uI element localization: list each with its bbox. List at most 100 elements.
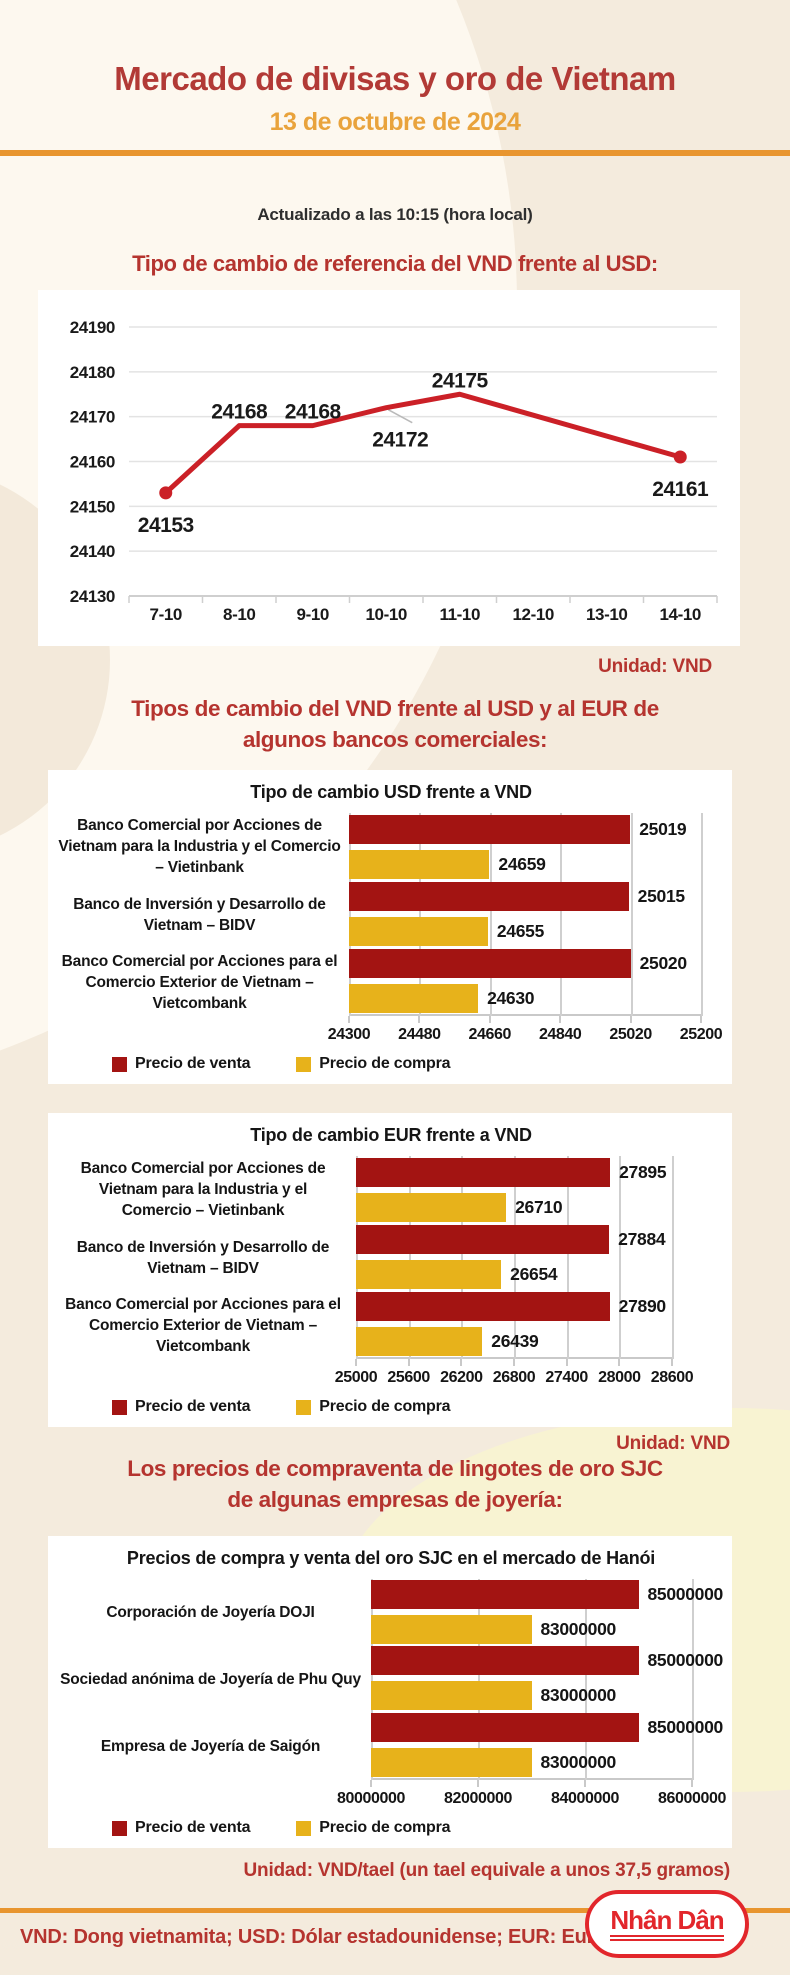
y-axis-tick-label: 24160: [70, 453, 115, 472]
gridline: [478, 1579, 480, 1780]
bar-precio-venta: [349, 814, 631, 844]
bar-value-label: 26439: [491, 1330, 539, 1351]
category-label-line: Comercio – Vietinbank: [121, 1202, 285, 1220]
unit-label-vnd-tael: Unidad: VND/tael (un tael equivale a uno…: [243, 1860, 731, 1881]
section-title-gold: Los precios de compraventa de lingotes d…: [127, 1456, 663, 1512]
gridline: [461, 1156, 464, 1359]
bar-precio-compra: [349, 849, 490, 879]
gridline: [489, 813, 492, 1016]
category-label-line: Vietnam – BIDV: [147, 1259, 259, 1277]
y-axis-tick-label: 24130: [70, 587, 115, 606]
x-axis-tickmark: [513, 1359, 515, 1366]
bar-group: 27890 26439: [356, 1291, 672, 1357]
x-axis-tick-label: 80000000: [337, 1790, 405, 1807]
chart-legend: Precio de venta Precio de compra: [56, 1814, 726, 1842]
legend-item: Precio de compra: [296, 1398, 451, 1416]
bar-precio-venta: [371, 1646, 639, 1676]
bar-precio-venta: [371, 1580, 639, 1610]
legend-swatch-venta: [112, 1820, 127, 1836]
data-point-label: 24168: [285, 401, 342, 424]
legend-swatch-venta: [112, 1056, 127, 1072]
bar-row: 83000000: [371, 1747, 692, 1777]
legend-label: Precio de compra: [319, 1819, 451, 1836]
label-leader-line: [387, 409, 413, 424]
bar-chart-body: Corporación de Joyería DOJI Sociedad anón…: [56, 1579, 726, 1780]
gridline: [585, 1579, 587, 1780]
bar-plot-area: 27895 26710 27884 26654 27890 26439: [356, 1156, 674, 1359]
category-label-line: Banco Comercial por Acciones de: [80, 1160, 326, 1178]
x-axis-tick-label: 25600: [387, 1369, 430, 1386]
bar-group: 85000000 83000000: [371, 1712, 723, 1778]
chart-legend: Precio de venta Precio de compra: [56, 1050, 726, 1078]
bar-chart-body: Banco Comercial por Acciones de Vietnam p…: [56, 1156, 726, 1359]
legend-swatch-compra: [296, 1056, 312, 1072]
category-label-column: Banco Comercial por Acciones de Vietnam p…: [56, 813, 349, 1016]
data-point-marker: [159, 486, 173, 500]
legend-label: Precio de venta: [135, 1398, 251, 1415]
bar-precio-venta: [356, 1291, 610, 1321]
bar-precio-compra: [349, 916, 488, 946]
bar-chart-body: Banco Comercial por Acciones de Vietnam p…: [56, 813, 726, 1016]
x-axis-tick-label: 28600: [650, 1369, 694, 1386]
legend-label: Precio de compra: [319, 1055, 451, 1072]
eur-bar-chart: Tipo de cambio EUR frente a VND Banco Co…: [48, 1113, 732, 1427]
x-axis-tickmark: [671, 1359, 673, 1366]
bar-value-label: 24655: [496, 920, 545, 941]
x-axis-tickmark: [691, 1780, 693, 1787]
x-axis-tickmark: [629, 1016, 632, 1023]
x-axis-tickmark: [355, 1359, 357, 1366]
category-label-line: Vietcombank: [152, 994, 247, 1012]
bar-value-label: 85000000: [647, 1584, 724, 1605]
gold-bar-chart-inner: Precios de compra y venta del oro SJC en…: [48, 1536, 732, 1848]
bar-value-label: 83000000: [540, 1619, 617, 1640]
category-label-line: Comercio Exterior de Vietnam –: [88, 1316, 318, 1334]
page-title: Mercado de divisas y oro de Vietnam: [114, 60, 676, 97]
category-label-line: Sociedad anónima de Joyería de Phu Quy: [60, 1671, 361, 1688]
x-axis-tickmark: [460, 1359, 463, 1366]
x-axis-tick-label: 25200: [679, 1026, 723, 1043]
bar-group: 25020 24630: [349, 948, 701, 1014]
x-axis-tick-label: 84000000: [551, 1790, 619, 1807]
x-axis-tick-label: 28000: [598, 1369, 641, 1386]
bottom-divider-line: [0, 1908, 790, 1913]
category-label-line: Banco Comercial por Acciones de: [77, 817, 322, 835]
gridline: [356, 1156, 358, 1359]
bar-value-label: 24659: [498, 853, 546, 874]
bar-value-label: 83000000: [540, 1751, 617, 1772]
bar-value-label: 27895: [619, 1161, 667, 1182]
legend-swatch-compra: [296, 1399, 312, 1415]
category-label: Sociedad anónima de Joyería de Phu Quy: [56, 1646, 371, 1713]
x-axis-tickmark: [618, 1359, 621, 1366]
y-axis-tick-label: 24150: [70, 497, 115, 516]
bar-row: 83000000: [371, 1615, 692, 1645]
section-title-bank-rates: Tipos de cambio del VND frente al USD y …: [131, 696, 659, 752]
legend-label: Precio de venta: [135, 1055, 251, 1072]
bar-row: 85000000: [371, 1580, 723, 1610]
chart-title-gold: Precios de compra y venta del oro SJC en…: [126, 1548, 656, 1568]
gridline: [419, 813, 422, 1016]
bar-value-label: 24630: [487, 987, 535, 1008]
x-axis-tick-label: 24660: [468, 1026, 512, 1043]
chart-legend: Precio de venta Precio de compra: [56, 1393, 726, 1421]
bar-value-label: 25019: [639, 818, 687, 839]
section-title-reference-rate: Tipo de cambio de referencia del VND fre…: [132, 251, 658, 276]
bar-value-label: 26710: [515, 1196, 563, 1217]
category-label: Empresa de Joyería de Saigón: [56, 1713, 371, 1780]
bar-row: 26439: [356, 1326, 672, 1356]
rate-line: [163, 391, 683, 496]
x-axis-tick-label: 12-10: [513, 605, 554, 624]
legend-item: Precio de venta: [112, 1819, 250, 1837]
bar-row: 27890: [356, 1291, 672, 1321]
unit-label-vnd-1: Unidad: VND: [598, 656, 712, 677]
bar-plot-area: 85000000 83000000 85000000 83000000 85000000…: [371, 1579, 723, 1780]
y-axis-tick-label: 24190: [70, 318, 115, 337]
y-axis-tick-label: 24170: [70, 408, 115, 427]
gold-bar-chart: Precios de compra y venta del oro SJC en…: [48, 1536, 732, 1848]
x-axis-tick-label: 24480: [398, 1026, 441, 1043]
x-axis-tick-label: 27400: [545, 1369, 588, 1386]
category-label-column: Banco Comercial por Acciones de Vietnam p…: [56, 1156, 356, 1359]
bar-precio-compra: [371, 1747, 532, 1777]
gridline: [619, 1156, 622, 1359]
updated-timestamp: Actualizado a las 10:15 (hora local): [257, 205, 533, 224]
